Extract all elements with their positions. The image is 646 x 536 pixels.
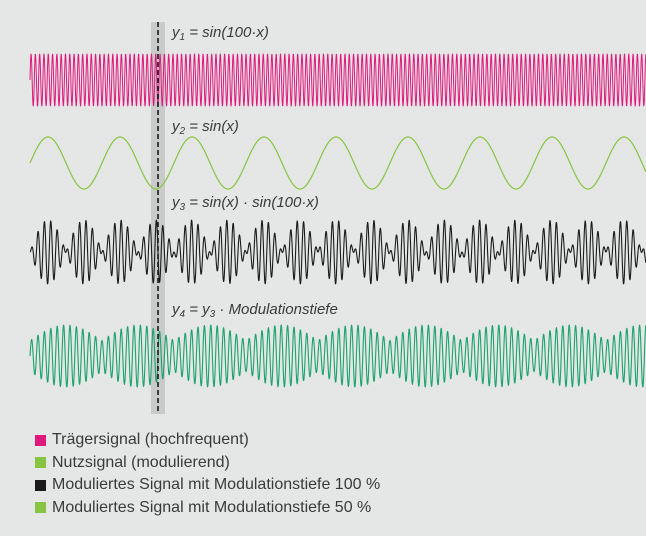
legend-swatch-carrier [35, 434, 46, 446]
formula-y1: y1 = sin(100·x) [172, 24, 269, 43]
legend-swatch-modulated-100 [35, 479, 46, 491]
legend-label-carrier: Trägersignal (hochfrequent) [52, 431, 249, 449]
legend-label-modulated-50: Moduliertes Signal mit Modulationstiefe … [52, 498, 372, 516]
legend-item-modulated-100: Moduliertes Signal mit Modulationstiefe … [35, 474, 380, 497]
legend-swatch-signal [35, 457, 46, 469]
waveform-diagram [29, 22, 646, 414]
legend-item-carrier: Trägersignal (hochfrequent) [35, 429, 380, 452]
legend-label-signal: Nutzsignal (modulierend) [52, 453, 230, 471]
legend: Trägersignal (hochfrequent) Nutzsignal (… [35, 429, 380, 519]
legend-item-signal: Nutzsignal (modulierend) [35, 452, 380, 475]
legend-item-modulated-50: Moduliertes Signal mit Modulationstiefe … [35, 497, 380, 520]
legend-swatch-modulated-50 [35, 502, 46, 514]
modulated-wave-100 [29, 219, 646, 285]
modulated-wave-50 [29, 324, 646, 388]
legend-label-modulated-100: Moduliertes Signal mit Modulationstiefe … [52, 476, 381, 494]
formula-y2: y2 = sin(x) [172, 118, 239, 137]
signal-wave [29, 136, 646, 190]
formula-y4: y4 = y3 · Modulationstiefe [172, 301, 338, 320]
formula-y3: y3 = sin(x) · sin(100·x) [172, 194, 319, 213]
carrier-wave [29, 53, 646, 107]
